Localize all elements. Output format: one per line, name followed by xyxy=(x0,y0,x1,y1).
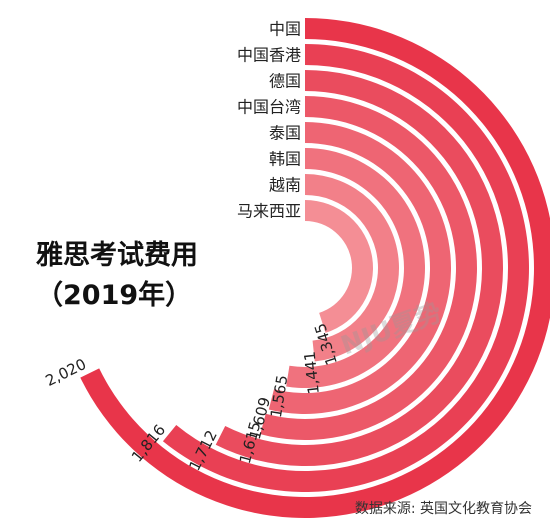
category-label: 中国香港 xyxy=(237,46,301,65)
arc-bar xyxy=(305,200,373,333)
category-label: 德国 xyxy=(269,72,301,91)
arc-bar xyxy=(305,174,400,362)
chart-title-main: 雅思考试费用 xyxy=(36,240,198,271)
arc-bar xyxy=(286,148,425,388)
category-label: 中国台湾 xyxy=(237,98,301,117)
value-label: 2,020 xyxy=(43,355,89,390)
arc-bar xyxy=(162,44,529,492)
category-label: 越南 xyxy=(269,176,301,195)
category-label: 中国 xyxy=(269,20,301,39)
chart-subtitle: （2019年） xyxy=(36,280,193,311)
chart-title: 雅思考试费用 （2019年） xyxy=(36,236,198,316)
category-label: 马来西亚 xyxy=(237,202,301,221)
category-label: 泰国 xyxy=(269,124,301,143)
source-note: 数据来源: 英国文化教育协会 xyxy=(354,501,532,517)
value-label: 1,441 xyxy=(301,350,323,395)
category-label: 韩国 xyxy=(269,150,301,169)
arc-group xyxy=(80,18,550,518)
